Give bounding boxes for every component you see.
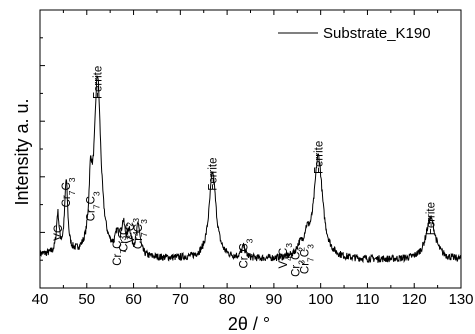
x-tick-label: 50 (78, 291, 95, 308)
x-tick-label: 40 (32, 291, 49, 308)
x-tick-label: 110 (355, 291, 379, 308)
xrd-series-line (39, 75, 462, 264)
peak-annotation: Cr7C3 (299, 244, 315, 274)
peak-annotation: Cr3C2 (119, 222, 135, 252)
peak-annotation: Cr7C3 (61, 177, 77, 207)
x-tick-label: 70 (172, 291, 189, 308)
peak-annotation: Ferrite (313, 141, 325, 174)
x-tick-label: 130 (448, 291, 473, 308)
x-tick-label: 60 (125, 291, 142, 308)
peak-annotation: V4C3 (125, 218, 141, 244)
peak-annotation: VC (53, 225, 65, 241)
peak-annotation: Cr7C3 (133, 219, 149, 249)
x-tick-label: 120 (402, 291, 427, 308)
peak-annotation: Ferrite (208, 157, 220, 190)
legend-label-substrate: Substrate_K190 (323, 25, 431, 42)
plot-frame (39, 9, 462, 289)
x-tick-label: 80 (219, 291, 236, 308)
x-tick-label: 90 (266, 291, 283, 308)
x-axis-label: 2θ / ° (228, 314, 270, 334)
x-tick-label: 100 (308, 291, 333, 308)
y-axis-label: Intensity a. u. (12, 98, 32, 205)
peak-annotation: V4C3 (278, 243, 294, 269)
peak-annotation: Cr7C3 (86, 191, 102, 221)
peak-annotation: Ferrite (93, 66, 105, 99)
peak-annotation: Cr3C2 (290, 247, 306, 277)
peak-annotation: Cr7C3 (239, 238, 255, 268)
legend: Substrate_K190 (278, 25, 431, 42)
peak-annotation: Ferrite (426, 202, 438, 235)
peak-annotation: Cr7C3 (112, 236, 128, 266)
